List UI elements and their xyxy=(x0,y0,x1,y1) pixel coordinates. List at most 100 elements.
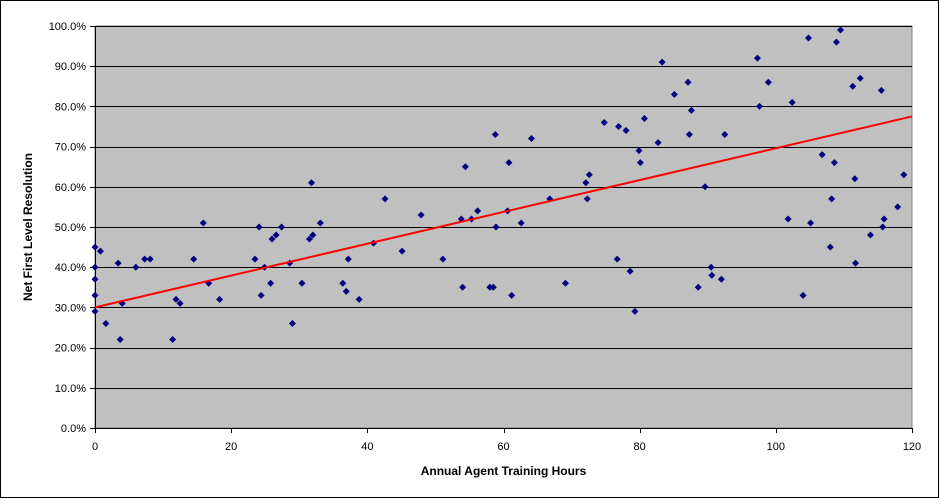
data-point xyxy=(684,78,692,86)
x-tick-label: 120 xyxy=(903,441,921,453)
axes xyxy=(90,26,913,433)
y-tick-label: 20.0% xyxy=(55,343,86,355)
data-point xyxy=(856,74,864,82)
data-point xyxy=(900,171,908,179)
data-point xyxy=(355,295,363,303)
y-tick-label: 50.0% xyxy=(55,222,86,234)
data-point xyxy=(636,159,644,167)
data-point xyxy=(755,102,763,110)
data-point xyxy=(216,295,224,303)
data-point xyxy=(670,90,678,98)
data-point xyxy=(635,147,643,155)
data-point xyxy=(764,78,772,86)
data-point xyxy=(717,275,725,283)
data-point xyxy=(308,179,316,187)
y-tick-label: 70.0% xyxy=(55,142,86,154)
x-tick-label: 60 xyxy=(497,441,509,453)
data-point xyxy=(640,114,648,122)
data-point xyxy=(268,235,276,243)
data-point xyxy=(826,243,834,251)
data-point xyxy=(585,171,593,179)
x-axis-title: Annual Agent Training Hours xyxy=(421,464,587,478)
data-point xyxy=(251,255,259,263)
tick-labels: 0.0% 10.0% 20.0% 30.0% 40.0% 50.0% 60.0% 70.0% 8… xyxy=(49,21,921,453)
data-point xyxy=(381,195,389,203)
x-tick-label: 100 xyxy=(767,441,785,453)
data-point xyxy=(851,175,859,183)
data-point xyxy=(708,271,716,279)
data-point xyxy=(489,283,497,291)
data-point xyxy=(832,38,840,46)
data-point xyxy=(707,263,715,271)
data-point xyxy=(91,291,99,299)
data-point xyxy=(753,54,761,62)
data-point xyxy=(272,231,280,239)
y-tick-label: 100.0% xyxy=(49,21,87,33)
data-point xyxy=(461,163,469,171)
data-point xyxy=(877,86,885,94)
data-points xyxy=(91,26,908,344)
data-point xyxy=(721,131,729,139)
y-tick-label: 80.0% xyxy=(55,101,86,113)
data-point xyxy=(344,255,352,263)
data-point xyxy=(818,151,826,159)
y-tick-label: 10.0% xyxy=(55,383,86,395)
y-axis-title: Net First Level Resolution xyxy=(21,153,35,301)
data-point xyxy=(879,223,887,231)
data-point xyxy=(176,299,184,307)
data-point xyxy=(527,135,535,143)
data-point xyxy=(685,131,693,139)
x-tick-label: 0 xyxy=(92,441,98,453)
data-point xyxy=(788,98,796,106)
data-point xyxy=(894,203,902,211)
data-point xyxy=(505,159,513,167)
data-point xyxy=(91,275,99,283)
data-point xyxy=(600,118,608,126)
x-tick-label: 20 xyxy=(225,441,237,453)
data-point xyxy=(116,336,124,344)
trendline-group xyxy=(94,115,913,309)
data-point xyxy=(491,131,499,139)
data-point xyxy=(492,223,500,231)
data-point xyxy=(631,307,639,315)
data-point xyxy=(807,219,815,227)
data-point xyxy=(439,255,447,263)
x-tick-label: 40 xyxy=(361,441,373,453)
data-point xyxy=(96,247,104,255)
data-point xyxy=(658,58,666,66)
data-point xyxy=(288,319,296,327)
data-point xyxy=(784,215,792,223)
data-point xyxy=(687,106,695,114)
x-tick-label: 80 xyxy=(634,441,646,453)
data-point xyxy=(805,34,813,42)
data-point xyxy=(199,219,207,227)
data-point xyxy=(146,255,154,263)
data-point xyxy=(459,283,467,291)
data-point xyxy=(828,195,836,203)
data-point xyxy=(298,279,306,287)
data-point xyxy=(622,127,630,135)
data-point xyxy=(91,307,99,315)
data-point xyxy=(508,291,516,299)
y-tick-label: 60.0% xyxy=(55,182,86,194)
y-tick-label: 90.0% xyxy=(55,61,86,73)
data-point xyxy=(851,259,859,267)
data-point xyxy=(91,243,99,251)
data-point xyxy=(654,139,662,147)
data-point xyxy=(561,279,569,287)
data-point xyxy=(694,283,702,291)
data-point xyxy=(114,259,122,267)
data-point xyxy=(141,255,149,263)
data-point xyxy=(701,183,709,191)
trendline xyxy=(94,115,913,309)
data-point xyxy=(132,263,140,271)
data-point xyxy=(799,291,807,299)
data-point xyxy=(257,291,265,299)
data-point xyxy=(278,223,286,231)
data-point xyxy=(91,263,99,271)
data-point xyxy=(626,267,634,275)
y-tick-label: 40.0% xyxy=(55,262,86,274)
data-point xyxy=(169,336,177,344)
